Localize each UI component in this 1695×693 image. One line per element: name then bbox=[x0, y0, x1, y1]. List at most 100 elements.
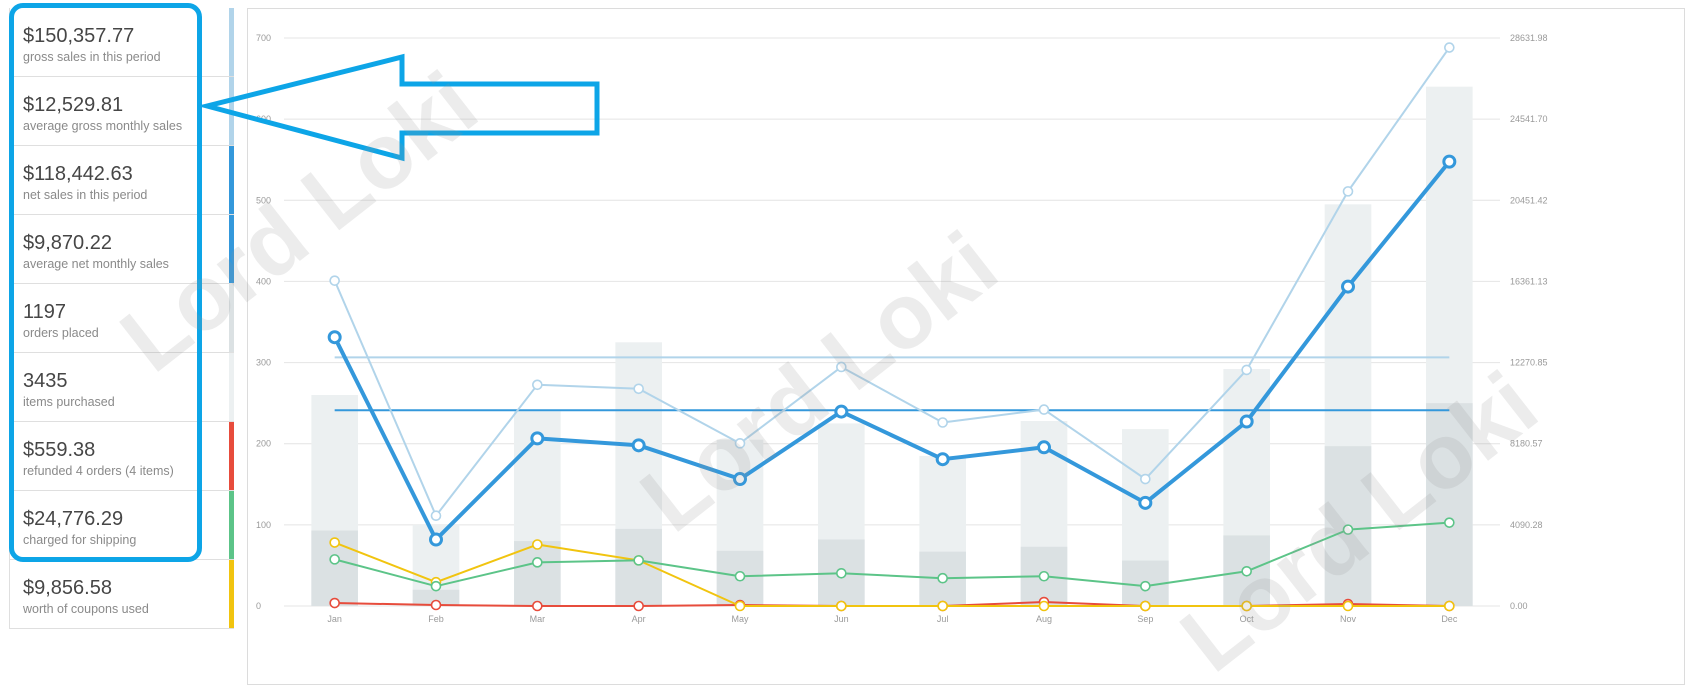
series-line bbox=[334, 541, 1450, 607]
legend-value: $9,870.22 bbox=[23, 232, 112, 254]
data-point bbox=[532, 379, 543, 391]
legend-value: $150,357.77 bbox=[23, 25, 135, 47]
data-point bbox=[734, 570, 746, 582]
data-point bbox=[1140, 580, 1151, 592]
data-point bbox=[532, 557, 543, 568]
bar bbox=[514, 541, 561, 606]
data-point bbox=[734, 438, 746, 449]
data-point bbox=[1038, 600, 1050, 612]
y-tick-label: 200 bbox=[256, 439, 271, 449]
y-tick-label: 300 bbox=[256, 358, 271, 368]
data-point bbox=[532, 600, 543, 612]
data-point bbox=[1342, 186, 1354, 197]
data-point bbox=[834, 404, 849, 419]
y2-tick-label: 16361.13 bbox=[1510, 276, 1548, 286]
data-point bbox=[1038, 570, 1050, 582]
x-tick-label: Feb bbox=[428, 614, 444, 624]
y2-tick-label: 20451.42 bbox=[1510, 195, 1548, 205]
legend-color-strip bbox=[229, 353, 234, 421]
legend-label: items purchased bbox=[23, 395, 115, 409]
data-point bbox=[1239, 414, 1254, 429]
legend-item-coupons[interactable]: $9,856.58 worth of coupons used bbox=[10, 560, 234, 629]
legend-label: refunded 4 orders (4 items) bbox=[23, 464, 174, 478]
data-point bbox=[327, 330, 342, 345]
legend-color-strip bbox=[229, 215, 234, 283]
legend-color-strip bbox=[229, 422, 234, 490]
data-point bbox=[734, 600, 746, 612]
data-point bbox=[1241, 565, 1252, 577]
y2-tick-label: 12270.85 bbox=[1510, 358, 1548, 368]
series-line bbox=[332, 160, 1451, 542]
legend-color-strip bbox=[229, 284, 234, 352]
x-tick-label: Jun bbox=[834, 614, 849, 624]
bar bbox=[1426, 403, 1473, 606]
x-tick-label: Sep bbox=[1137, 614, 1153, 624]
legend-item-items[interactable]: 3435 items purchased bbox=[10, 353, 234, 422]
data-point bbox=[633, 383, 644, 395]
data-point bbox=[329, 597, 340, 609]
data-point bbox=[1241, 600, 1252, 612]
data-point bbox=[1341, 279, 1355, 294]
y-tick-label: 100 bbox=[256, 520, 271, 530]
legend-color-strip bbox=[229, 491, 234, 559]
data-point bbox=[1241, 364, 1252, 376]
legend-color-strip bbox=[229, 8, 234, 76]
data-point bbox=[633, 555, 644, 566]
data-point bbox=[1342, 600, 1354, 612]
legend-label: net sales in this period bbox=[23, 188, 148, 202]
data-point bbox=[937, 572, 948, 584]
series-line bbox=[334, 521, 1450, 588]
y-tick-label: 500 bbox=[256, 195, 271, 205]
data-point bbox=[430, 580, 442, 592]
data-point bbox=[631, 438, 646, 453]
x-tick-label: Oct bbox=[1240, 614, 1255, 624]
x-tick-label: Aug bbox=[1036, 614, 1052, 624]
legend-color-strip bbox=[229, 77, 234, 145]
y-tick-label: 400 bbox=[256, 276, 271, 286]
data-point bbox=[836, 600, 847, 612]
data-point bbox=[633, 600, 644, 612]
legend-value: 1197 bbox=[23, 301, 67, 323]
chart-container: 0 100 200 300 400 500 600 700 0.00 4090.28 8180.57… bbox=[247, 8, 1685, 685]
y2-tick-label: 28631.98 bbox=[1510, 33, 1548, 43]
data-point bbox=[1442, 154, 1457, 169]
data-point bbox=[532, 539, 543, 550]
legend-label: charged for shipping bbox=[23, 533, 137, 547]
data-point bbox=[733, 472, 747, 487]
data-point bbox=[935, 452, 950, 467]
x-tick-label: May bbox=[731, 614, 749, 624]
x-tick-label: Jul bbox=[937, 614, 949, 624]
y2-tick-label: 0.00 bbox=[1510, 601, 1528, 611]
y-tick-label: 600 bbox=[256, 114, 271, 124]
data-point bbox=[429, 532, 443, 547]
legend-item-gross-sales[interactable]: $150,357.77 gross sales in this period bbox=[10, 8, 234, 77]
legend-label: worth of coupons used bbox=[23, 602, 149, 616]
legend-label: orders placed bbox=[23, 326, 99, 340]
data-point bbox=[1140, 473, 1151, 485]
data-point bbox=[1342, 524, 1354, 535]
data-point bbox=[937, 417, 948, 428]
legend-color-strip bbox=[229, 560, 234, 628]
legend-value: $118,442.63 bbox=[23, 163, 133, 185]
legend-item-net-sales[interactable]: $118,442.63 net sales in this period bbox=[10, 146, 234, 215]
x-tick-label: Jan bbox=[327, 614, 342, 624]
legend-item-refunds[interactable]: $559.38 refunded 4 orders (4 items) bbox=[10, 422, 234, 491]
legend-value: 3435 bbox=[23, 370, 68, 392]
legend-panel: $150,357.77 gross sales in this period $1… bbox=[9, 8, 234, 629]
legend-value: $9,856.58 bbox=[23, 577, 112, 599]
data-point bbox=[1444, 42, 1455, 53]
legend-item-orders[interactable]: 1197 orders placed bbox=[10, 284, 234, 353]
data-point bbox=[1138, 495, 1153, 510]
data-point bbox=[329, 537, 340, 548]
data-point bbox=[1140, 600, 1151, 612]
data-point bbox=[937, 600, 948, 612]
legend-label: average net monthly sales bbox=[23, 257, 169, 271]
x-tick-label: Apr bbox=[632, 614, 646, 624]
data-point bbox=[836, 567, 847, 579]
legend-value: $24,776.29 bbox=[23, 508, 124, 530]
legend-item-avg-net[interactable]: $9,870.22 average net monthly sales bbox=[10, 215, 234, 284]
series-line bbox=[333, 46, 1451, 517]
y2-tick-label: 8180.57 bbox=[1510, 439, 1543, 449]
data-point bbox=[1037, 440, 1051, 455]
bar bbox=[412, 589, 460, 606]
